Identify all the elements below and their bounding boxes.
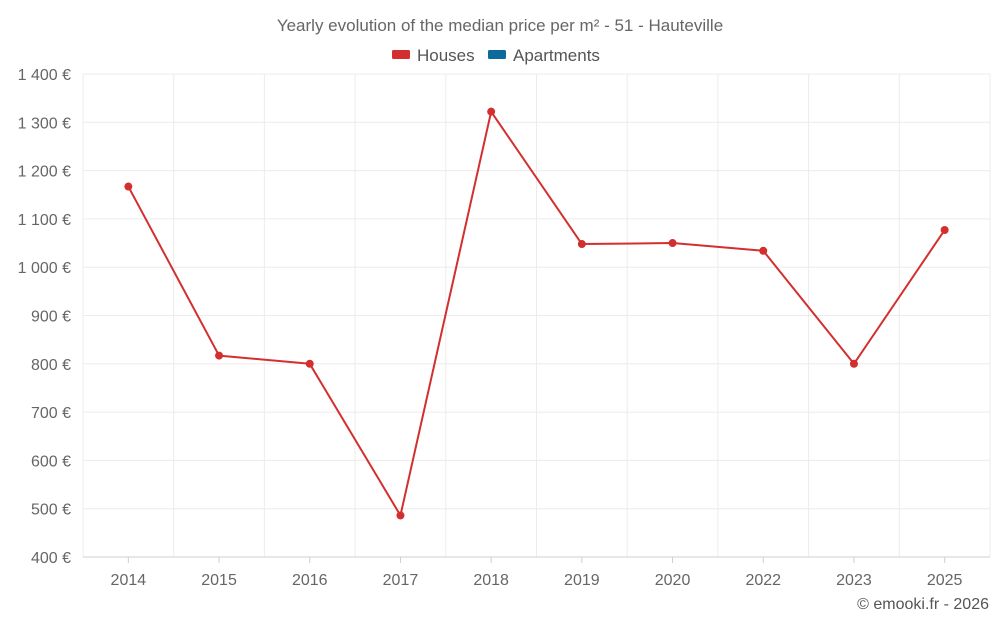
data-point[interactable]	[487, 107, 496, 116]
x-tick-label: 2015	[201, 572, 237, 589]
x-axis-ticks: 2014 2015 2016 2017 2018 2019 2020 2022 2023 2025	[111, 557, 963, 589]
y-tick-label: 1 000 €	[18, 260, 71, 277]
series-line-houses	[127, 110, 946, 517]
data-point[interactable]	[940, 226, 949, 235]
x-tick-label: 2025	[927, 572, 963, 589]
data-point[interactable]	[305, 359, 314, 368]
data-point[interactable]	[759, 246, 768, 255]
credit-text: © emooki.fr - 2026	[857, 596, 989, 613]
grid	[82, 73, 991, 557]
x-tick-label: 2016	[292, 572, 328, 589]
x-tick-label: 2018	[473, 572, 509, 589]
y-tick-label: 800 €	[31, 357, 71, 374]
data-point[interactable]	[396, 511, 405, 520]
y-tick-label: 1 100 €	[18, 212, 71, 229]
chart-title: Yearly evolution of the median price per…	[277, 16, 723, 35]
legend-houses-swatch	[392, 50, 410, 59]
y-tick-label: 500 €	[31, 502, 71, 519]
data-point[interactable]	[124, 182, 133, 191]
y-tick-label: 400 €	[31, 550, 71, 567]
y-tick-label: 1 300 €	[18, 115, 71, 132]
data-point[interactable]	[577, 240, 586, 249]
y-axis-ticks: 1 400 € 1 300 € 1 200 € 1 100 € 1 000 € 900 €…	[18, 67, 71, 567]
legend-houses-label[interactable]: Houses	[417, 46, 475, 65]
data-point[interactable]	[849, 359, 858, 368]
y-tick-label: 1 400 €	[18, 67, 71, 84]
x-tick-label: 2017	[383, 572, 419, 589]
y-tick-label: 600 €	[31, 453, 71, 470]
x-tick-label: 2014	[111, 572, 147, 589]
data-point[interactable]	[668, 239, 677, 248]
x-tick-label: 2019	[564, 572, 600, 589]
y-tick-label: 900 €	[31, 309, 71, 326]
legend-apartments-swatch	[488, 50, 506, 59]
x-tick-label: 2022	[745, 572, 781, 589]
legend-apartments-label[interactable]: Apartments	[513, 46, 600, 65]
legend: Houses Apartments	[392, 46, 600, 65]
series-houses	[124, 107, 949, 520]
x-tick-label: 2020	[655, 572, 691, 589]
y-tick-label: 1 200 €	[18, 164, 71, 181]
x-tick-label: 2023	[836, 572, 872, 589]
data-point[interactable]	[215, 351, 224, 360]
y-tick-label: 700 €	[31, 405, 71, 422]
